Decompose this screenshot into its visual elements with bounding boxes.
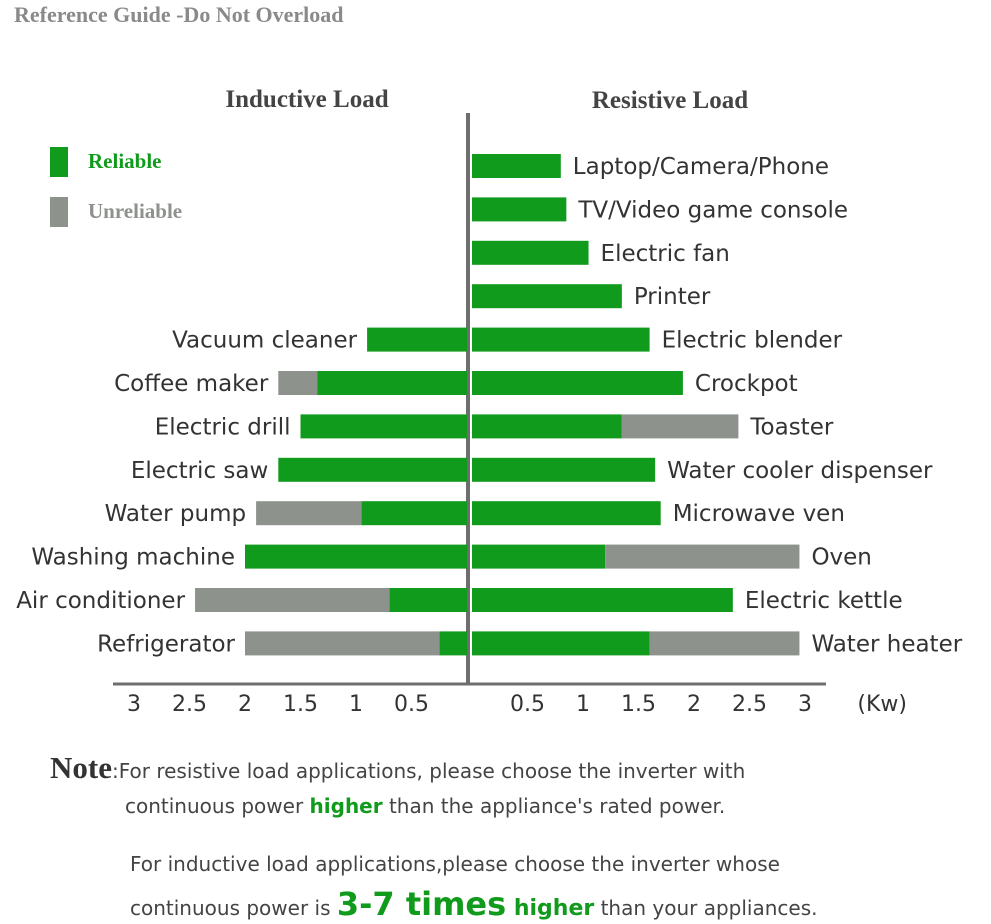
note-text: :For resistive load applications, please… <box>112 759 745 783</box>
bar-segment <box>389 588 467 612</box>
x-tick-label: 0.5 <box>510 692 545 717</box>
bar-segment <box>472 501 661 526</box>
category-label: Electric saw <box>131 458 268 484</box>
bar-segment <box>472 588 733 612</box>
note-text: continuous power is <box>130 896 337 920</box>
bar-segment <box>472 327 650 352</box>
category-label: Water pump <box>105 501 246 527</box>
bar-segment <box>256 501 362 526</box>
category-label: Electric drill <box>155 414 291 440</box>
note-emphasis: higher <box>506 896 594 921</box>
bar-segment <box>472 284 622 309</box>
x-tick-label: 1 <box>576 692 590 717</box>
category-label: TV/Video game console <box>577 197 848 223</box>
bar-segment <box>472 371 683 395</box>
category-label: Water heater <box>811 631 962 657</box>
bar-segment <box>472 544 606 569</box>
category-label: Electric blender <box>662 328 843 354</box>
category-label: Electric fan <box>601 241 730 267</box>
panel-title: Resistive Load <box>592 87 748 114</box>
bar-segment <box>472 631 650 656</box>
category-label: Refrigerator <box>97 631 235 657</box>
category-label: Air conditioner <box>16 588 185 614</box>
x-tick-label: 2.5 <box>732 692 767 717</box>
x-tick-label: 3 <box>127 692 141 717</box>
note-text: than the appliance's rated power. <box>383 794 726 818</box>
category-label: Electric kettle <box>745 588 903 614</box>
legend-swatch <box>50 147 68 177</box>
bar-segment <box>649 631 800 656</box>
bar-segment <box>317 371 467 395</box>
bar-segment <box>472 197 567 222</box>
note-label: Note <box>50 750 112 785</box>
legend-label: Reliable <box>88 149 162 173</box>
bar-segment <box>439 631 467 656</box>
page-title: Reference Guide -Do Not Overload <box>14 2 344 27</box>
note-emphasis: higher <box>310 794 383 818</box>
legend-label: Unreliable <box>88 199 182 223</box>
bar-segment <box>300 414 467 439</box>
bar-segment <box>361 501 467 526</box>
x-tick-label: 2 <box>687 692 701 717</box>
note: Note:For resistive load applications, pl… <box>50 750 745 785</box>
bar-segment <box>278 457 467 482</box>
bar-segment <box>621 414 739 439</box>
note-text: than your appliances. <box>594 896 817 920</box>
note: continuous power is 3-7 times higher tha… <box>130 885 817 923</box>
legend-swatch <box>50 197 68 227</box>
note-emphasis: 3-7 times <box>337 885 506 923</box>
bar-segment <box>605 544 800 569</box>
category-label: Printer <box>634 284 711 310</box>
x-tick-label: 1.5 <box>621 692 656 717</box>
x-tick-label: 0.5 <box>394 692 429 717</box>
category-label: Crockpot <box>695 371 798 397</box>
x-tick-label: 2.5 <box>172 692 207 717</box>
category-label: Water cooler dispenser <box>667 458 933 484</box>
category-label: Coffee maker <box>114 371 269 397</box>
note: For inductive load applications,please c… <box>130 852 780 876</box>
bar-segment <box>195 588 390 612</box>
x-tick-label: 1 <box>349 692 363 717</box>
bar-segment <box>472 414 622 439</box>
note: continuous power higher than the applian… <box>125 794 725 818</box>
category-label: Microwave ven <box>673 501 845 527</box>
bar-segment <box>367 327 467 352</box>
category-label: Laptop/Camera/Phone <box>573 154 829 180</box>
category-label: Vacuum cleaner <box>172 328 358 354</box>
x-tick-label: 2 <box>238 692 252 717</box>
bar-segment <box>472 457 656 482</box>
x-axis-label: (Kw) <box>857 692 907 717</box>
panel-title: Inductive Load <box>225 86 388 113</box>
category-label: Oven <box>811 545 871 571</box>
bar-segment <box>472 240 589 265</box>
x-tick-label: 3 <box>798 692 812 717</box>
category-label: Washing machine <box>31 545 235 571</box>
bar-segment <box>472 154 561 178</box>
note-text: continuous power <box>125 794 310 818</box>
x-tick-label: 1.5 <box>283 692 318 717</box>
category-label: Toaster <box>749 414 833 440</box>
bar-segment <box>245 544 467 569</box>
bar-segment <box>278 371 318 395</box>
bar-segment <box>245 631 440 656</box>
